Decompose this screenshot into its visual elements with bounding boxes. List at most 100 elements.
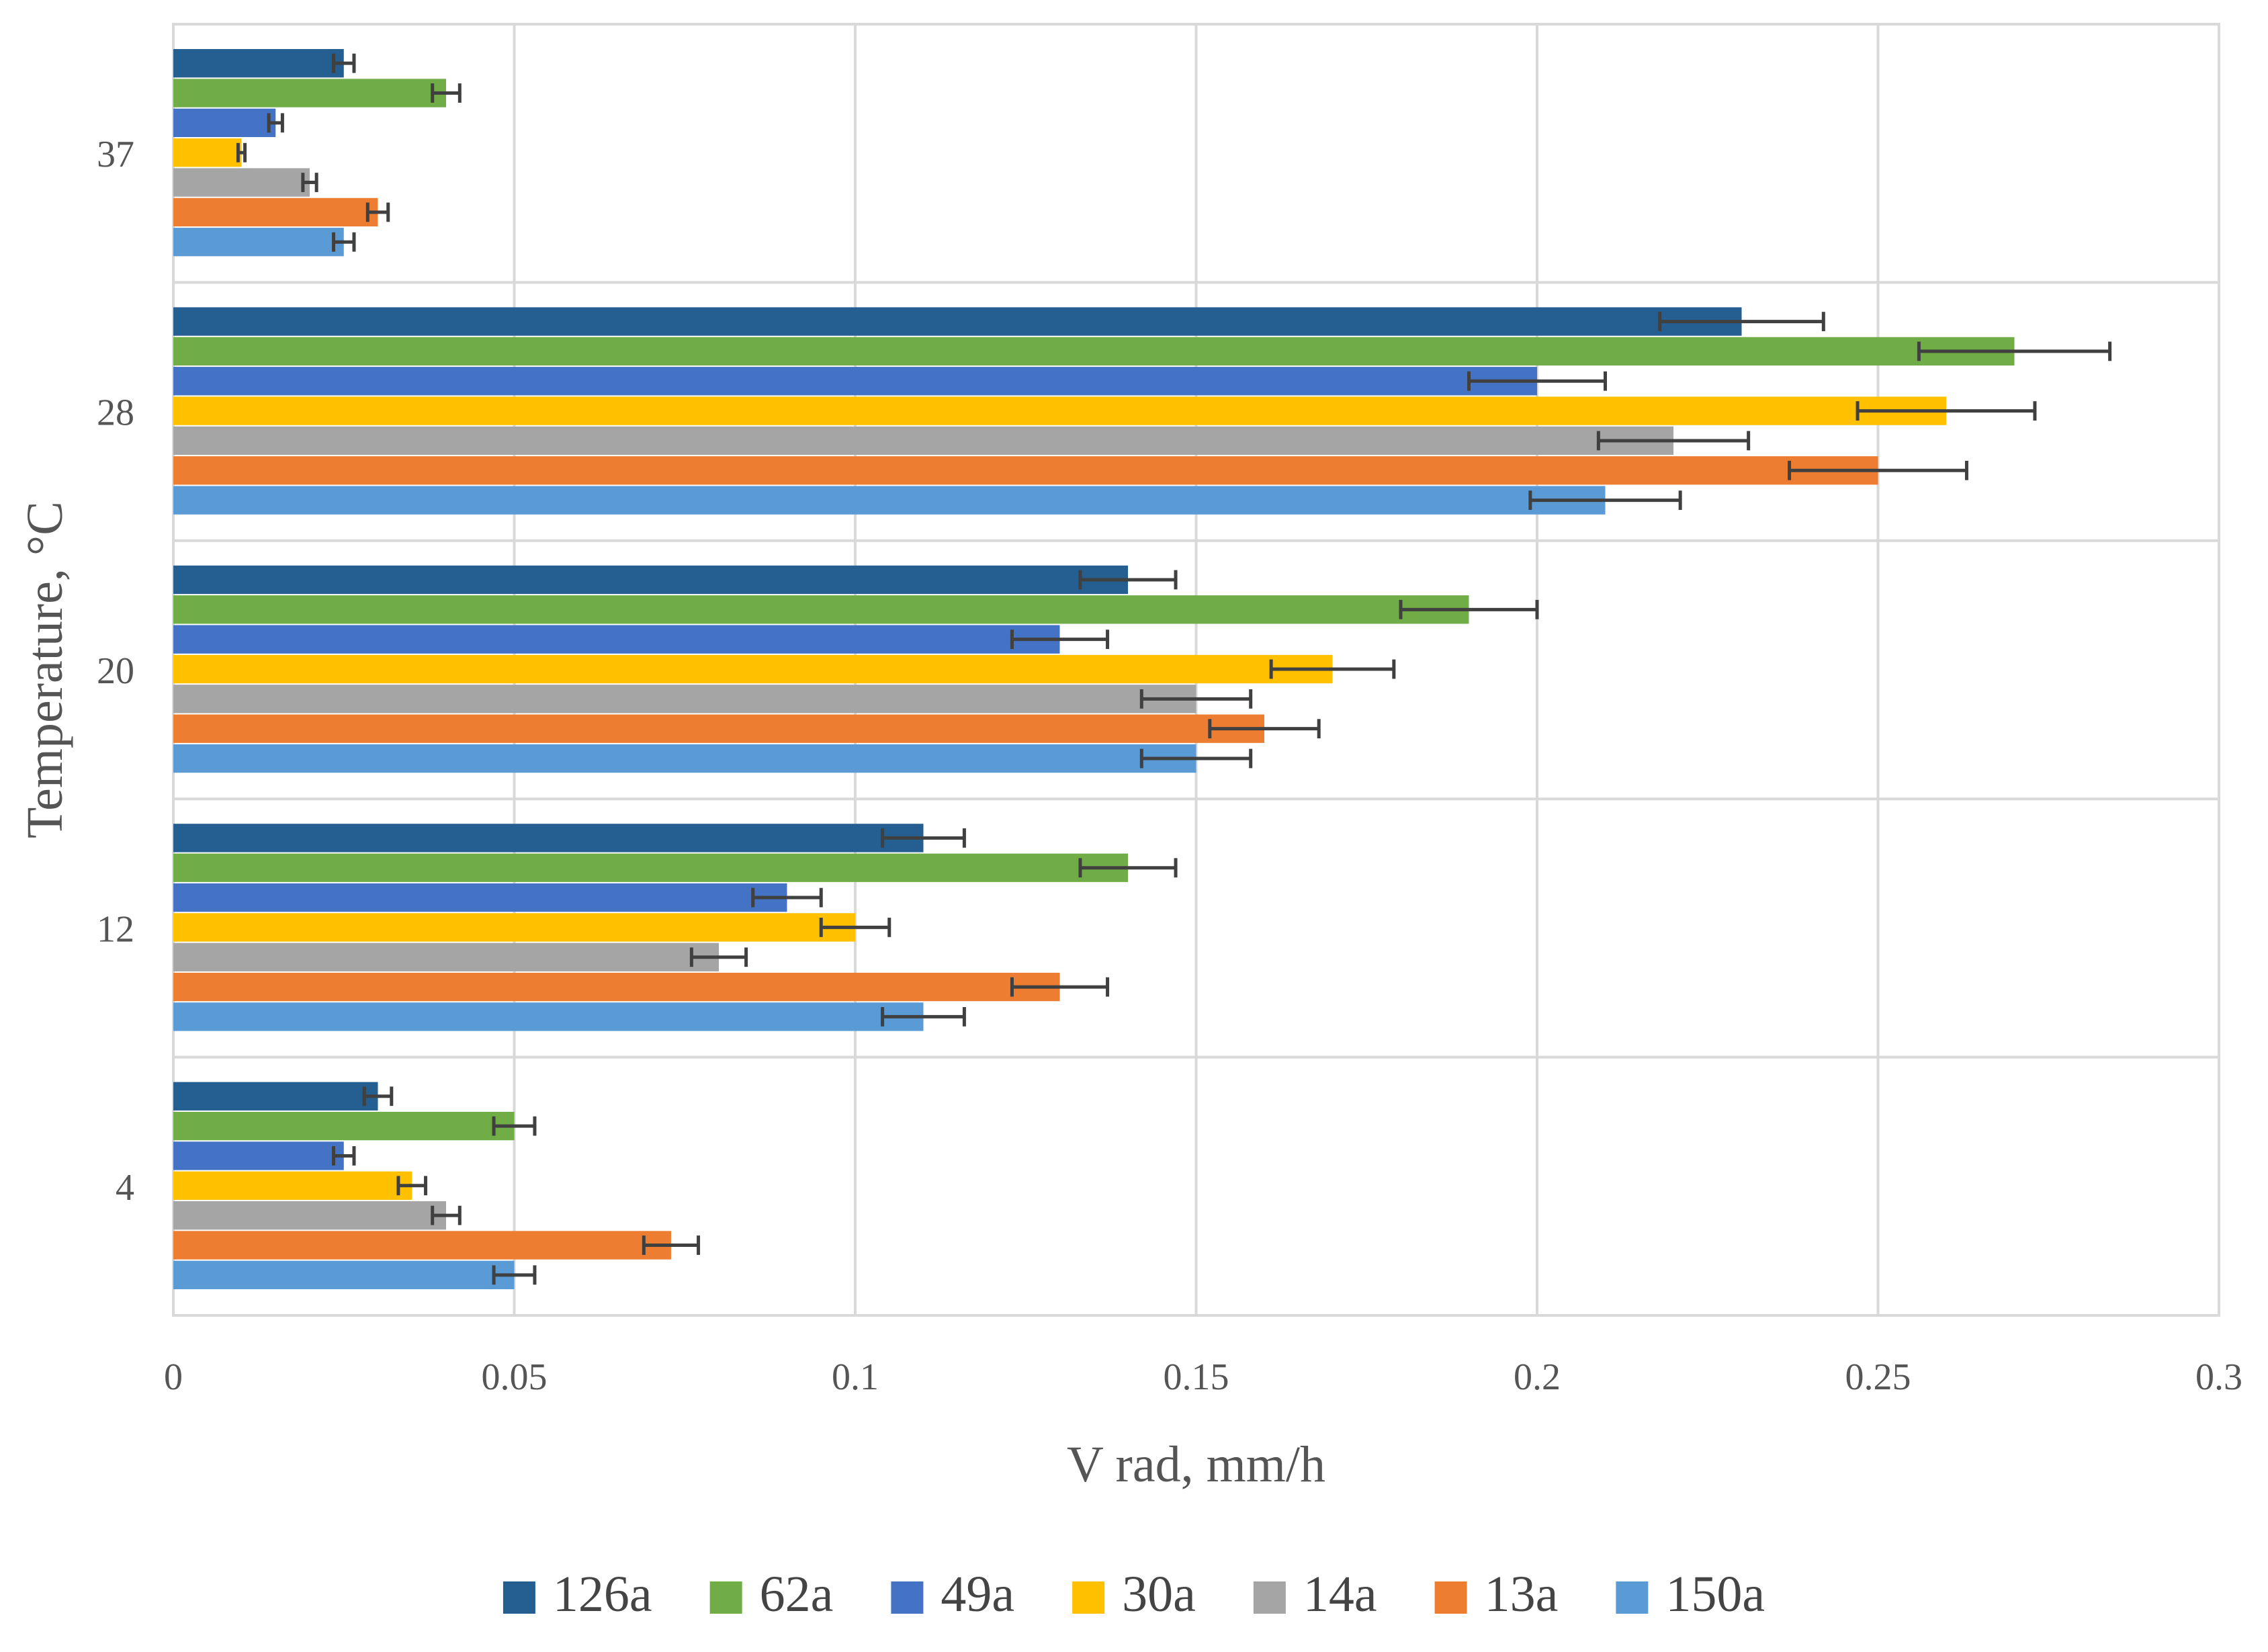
legend-label: 150a (1665, 1566, 1765, 1622)
error-bar-13a-37 (365, 202, 390, 222)
error-bar-126a-4 (362, 1086, 394, 1106)
legend-label: 30a (1122, 1566, 1196, 1622)
legend-label: 126a (553, 1566, 652, 1622)
error-bar-126a-12 (881, 828, 966, 848)
error-bar-62a-20 (1399, 599, 1539, 619)
y-category-label: 12 (97, 908, 134, 950)
error-bars (236, 53, 2112, 1285)
error-bar-150a-20 (1139, 748, 1253, 769)
bar-14a-4 (173, 1201, 446, 1230)
bar-150a-28 (173, 486, 1606, 515)
error-bar-13a-4 (642, 1235, 701, 1255)
error-bar-14a-4 (431, 1205, 462, 1225)
error-bar-30a-20 (1269, 659, 1396, 679)
legend-item-62a: 62a (709, 1566, 834, 1622)
bar-14a-28 (173, 426, 1673, 455)
error-bar-14a-20 (1139, 689, 1253, 709)
bar-126a-37 (173, 49, 344, 78)
y-category-label: 20 (97, 650, 134, 692)
bar-13a-37 (173, 198, 378, 227)
bar-49a-28 (173, 367, 1537, 396)
bar-62a-12 (173, 853, 1128, 882)
legend-swatch (709, 1581, 742, 1614)
bar-49a-12 (173, 883, 787, 912)
bar-14a-20 (173, 685, 1196, 713)
error-bar-30a-28 (1856, 401, 2037, 421)
bar-150a-37 (173, 228, 344, 257)
x-axis-title: V rad, mm/h (1067, 1436, 1325, 1493)
error-bar-13a-20 (1208, 719, 1321, 739)
error-bar-30a-4 (396, 1176, 428, 1196)
error-bar-49a-4 (332, 1146, 356, 1166)
bar-62a-4 (173, 1111, 515, 1141)
bar-30a-20 (173, 654, 1333, 684)
error-bar-30a-12 (819, 918, 891, 937)
error-bar-13a-12 (1010, 977, 1110, 997)
legend-label: 62a (760, 1566, 834, 1622)
y-category-label: 37 (97, 134, 134, 175)
bar-49a-20 (173, 625, 1060, 654)
legend-label: 14a (1303, 1566, 1377, 1622)
error-bar-126a-20 (1078, 570, 1178, 590)
bar-30a-28 (173, 396, 1946, 425)
legend-swatch (1072, 1581, 1105, 1614)
bar-62a-37 (173, 79, 446, 107)
y-category-labels: 4 12 20 28 37 (97, 134, 134, 1209)
legend-swatch (1253, 1581, 1286, 1614)
bar-14a-37 (173, 168, 310, 197)
bar-62a-28 (173, 337, 2015, 366)
legend-swatch (1434, 1581, 1467, 1614)
error-bar-62a-12 (1078, 858, 1178, 878)
error-bar-30a-37 (236, 142, 247, 163)
error-bar-49a-20 (1010, 629, 1110, 650)
bar-150a-4 (173, 1260, 515, 1289)
bar-30a-37 (173, 138, 242, 167)
bar-150a-20 (173, 744, 1196, 773)
error-bar-126a-28 (1658, 312, 1825, 331)
error-bar-49a-37 (267, 113, 284, 133)
error-bar-14a-12 (689, 947, 748, 967)
legend-item-30a: 30a (1072, 1566, 1196, 1622)
x-tick-label: 0.1 (832, 1356, 879, 1398)
bars (173, 49, 2015, 1289)
error-bar-49a-28 (1467, 371, 1607, 391)
legend-item-13a: 13a (1434, 1566, 1558, 1622)
bar-49a-37 (173, 108, 276, 138)
bar-13a-4 (173, 1231, 671, 1260)
bar-30a-12 (173, 913, 855, 942)
x-tick-label: 0.3 (2195, 1356, 2242, 1398)
bar-126a-20 (173, 565, 1128, 595)
error-bar-13a-28 (1788, 460, 1968, 480)
error-bar-62a-28 (1917, 341, 2112, 361)
legend-label: 49a (941, 1566, 1014, 1622)
bar-126a-4 (173, 1082, 378, 1111)
bar-49a-4 (173, 1141, 344, 1170)
bar-13a-20 (173, 714, 1264, 743)
bar-126a-12 (173, 824, 924, 853)
x-tick-label: 0.25 (1845, 1356, 1911, 1398)
x-tick-label: 0.05 (482, 1356, 548, 1398)
error-bar-126a-37 (332, 53, 356, 73)
legend-swatch (891, 1581, 924, 1614)
legend-item-14a: 14a (1253, 1566, 1377, 1622)
bar-13a-28 (173, 456, 1878, 485)
error-bar-150a-4 (492, 1265, 537, 1285)
bar-62a-20 (173, 595, 1469, 624)
bar-13a-12 (173, 972, 1060, 1002)
error-bar-150a-12 (881, 1007, 966, 1027)
y-category-label: 28 (97, 392, 134, 434)
x-tick-label: 0.15 (1164, 1356, 1229, 1398)
legend-swatch (503, 1581, 535, 1614)
bar-14a-12 (173, 943, 719, 971)
legend-item-49a: 49a (891, 1566, 1014, 1622)
x-tick-label: 0 (164, 1356, 183, 1398)
legend-swatch (1616, 1581, 1649, 1614)
y-axis-title: Temperature, °C (17, 501, 73, 838)
error-bar-62a-4 (492, 1116, 537, 1136)
bar-126a-28 (173, 307, 1742, 336)
x-tick-label: 0.2 (1514, 1356, 1561, 1398)
error-bar-14a-37 (301, 173, 318, 192)
error-bar-150a-28 (1528, 490, 1682, 511)
